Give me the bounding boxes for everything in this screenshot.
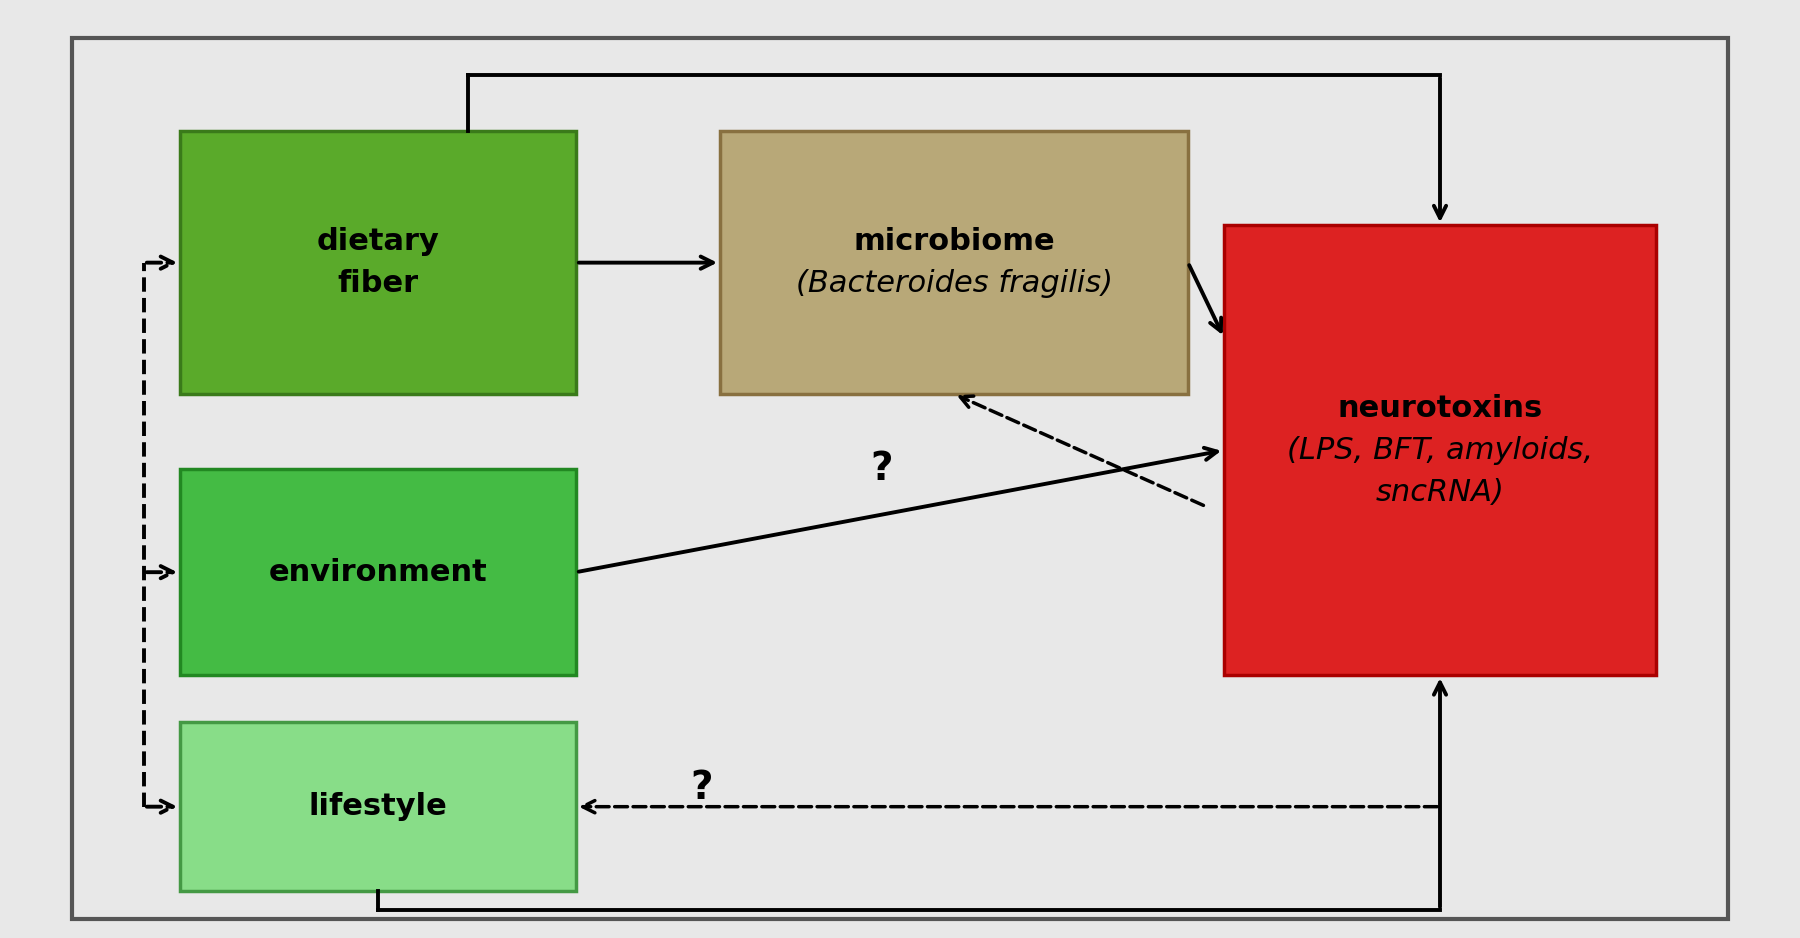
- Text: neurotoxins: neurotoxins: [1337, 394, 1543, 422]
- Text: (Bacteroides fragilis): (Bacteroides fragilis): [796, 269, 1112, 298]
- FancyArrowPatch shape: [1190, 265, 1220, 331]
- Text: (LPS, BFT, amyloids,: (LPS, BFT, amyloids,: [1287, 436, 1593, 464]
- FancyArrowPatch shape: [580, 256, 713, 269]
- Text: microbiome: microbiome: [853, 227, 1055, 256]
- Text: environment: environment: [268, 558, 488, 586]
- Text: fiber: fiber: [337, 269, 419, 298]
- FancyArrowPatch shape: [580, 447, 1217, 571]
- Text: lifestyle: lifestyle: [308, 793, 448, 821]
- FancyBboxPatch shape: [1224, 225, 1656, 675]
- FancyArrowPatch shape: [1435, 78, 1445, 218]
- Text: sncRNA): sncRNA): [1375, 478, 1505, 507]
- FancyArrowPatch shape: [148, 800, 173, 813]
- Text: ?: ?: [871, 450, 893, 488]
- Text: ?: ?: [691, 769, 713, 807]
- FancyBboxPatch shape: [180, 722, 576, 891]
- FancyBboxPatch shape: [720, 131, 1188, 394]
- FancyBboxPatch shape: [180, 131, 576, 394]
- FancyArrowPatch shape: [148, 256, 173, 269]
- FancyArrowPatch shape: [1435, 683, 1445, 907]
- FancyBboxPatch shape: [180, 469, 576, 675]
- Text: dietary: dietary: [317, 227, 439, 256]
- FancyBboxPatch shape: [72, 38, 1728, 919]
- FancyArrowPatch shape: [148, 566, 173, 579]
